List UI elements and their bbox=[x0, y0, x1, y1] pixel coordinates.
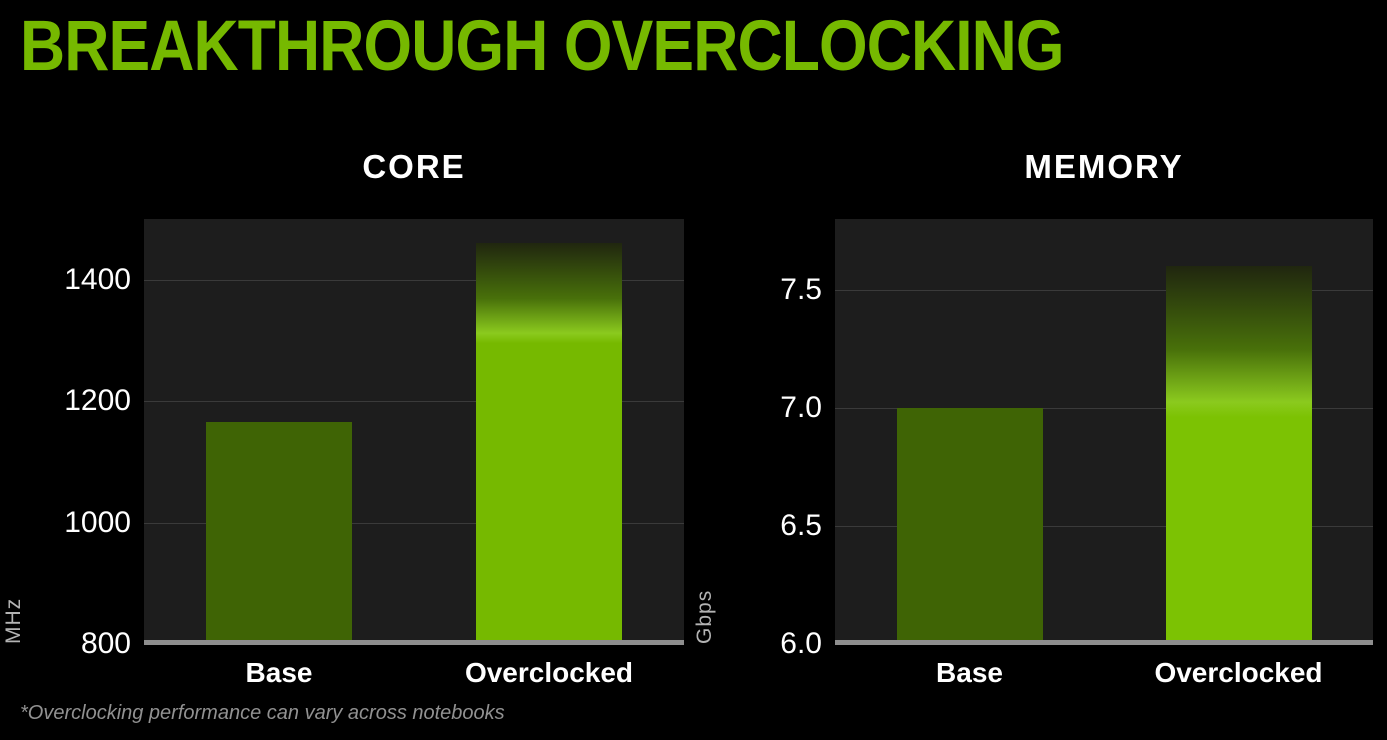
chart-core: CORE 800 1000 1200 1400 Base Overclocked MHz bbox=[0, 140, 694, 720]
bar-overclocked bbox=[1165, 266, 1312, 644]
chart-core-plot bbox=[144, 219, 684, 644]
y-tick-label: 1200 bbox=[64, 384, 131, 418]
gridline bbox=[835, 289, 1373, 291]
y-tick-label: 6.5 bbox=[780, 508, 822, 542]
gridline bbox=[144, 401, 684, 403]
y-tick-label: 6.0 bbox=[780, 627, 822, 660]
chart-memory-title: MEMORY bbox=[1024, 148, 1184, 185]
x-category-label: Overclocked bbox=[1154, 657, 1323, 688]
y-tick-label: 7.5 bbox=[780, 272, 822, 306]
y-axis-unit-label: MHz bbox=[2, 597, 25, 644]
bar-overclocked bbox=[476, 243, 622, 644]
bar-base bbox=[896, 407, 1043, 644]
gridline bbox=[835, 407, 1373, 409]
gridline bbox=[144, 279, 684, 281]
gridline bbox=[144, 522, 684, 524]
page-title: BREAKTHROUGH OVERCLOCKING bbox=[20, 7, 1065, 86]
chart-memory: MEMORY 6.0 6.5 7.0 7.5 Base Overclocked Gbps bbox=[693, 140, 1387, 720]
x-category-label: Overclocked bbox=[464, 657, 634, 688]
y-tick-label: 7.0 bbox=[780, 390, 822, 424]
chart-core-title: CORE bbox=[362, 148, 466, 185]
gridline bbox=[835, 525, 1373, 527]
x-category-label: Base bbox=[245, 657, 313, 688]
y-tick-label: 1000 bbox=[64, 505, 131, 539]
y-axis-unit-label: Gbps bbox=[693, 589, 716, 644]
x-axis-baseline bbox=[835, 640, 1373, 645]
y-tick-label: 1400 bbox=[64, 262, 131, 296]
chart-memory-plot bbox=[835, 219, 1373, 644]
footnote: *Overclocking performance can vary acros… bbox=[20, 702, 505, 724]
y-tick-label: 800 bbox=[80, 627, 131, 660]
x-axis-baseline bbox=[144, 640, 684, 645]
x-category-label: Base bbox=[936, 657, 1003, 688]
bar-base bbox=[206, 422, 352, 644]
